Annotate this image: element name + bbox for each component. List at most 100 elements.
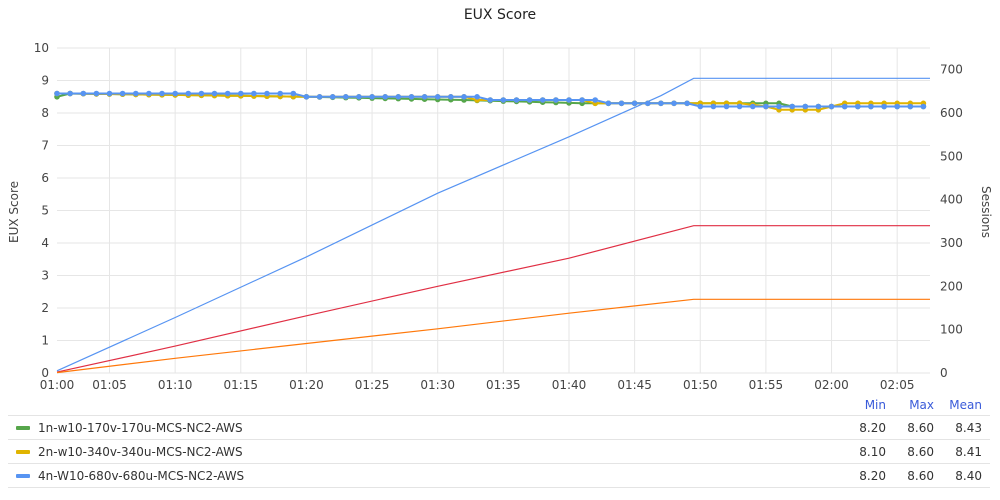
eux-data-point bbox=[290, 90, 297, 97]
eux-data-point bbox=[461, 94, 467, 100]
y2-tick-label: 200 bbox=[940, 279, 963, 293]
y2-tick-label: 700 bbox=[940, 63, 963, 77]
y2-axis-label: Sessions bbox=[979, 186, 993, 238]
x-tick-label: 01:40 bbox=[552, 378, 587, 392]
eux-data-point bbox=[500, 97, 507, 103]
eux-data-point bbox=[67, 90, 73, 97]
sessions-series-line[interactable] bbox=[56, 298, 930, 374]
x-tick-label: 01:35 bbox=[486, 378, 521, 392]
legend-series-name[interactable]: 1n-w10-170v-170u-MCS-NC2-AWS bbox=[38, 420, 243, 435]
eux-data-point bbox=[146, 90, 152, 97]
eux-data-point bbox=[224, 90, 231, 97]
eux-data-point bbox=[343, 94, 349, 100]
legend-row[interactable]: 2n-w10-340v-340u-MCS-NC2-AWS 8.10 8.60 8… bbox=[8, 439, 990, 463]
eux-data-point bbox=[815, 103, 822, 110]
y-tick-label: 0 bbox=[41, 366, 49, 380]
eux-data-point bbox=[382, 94, 389, 100]
legend-mean-value: 8.40 bbox=[955, 468, 982, 483]
chart-title: EUX Score bbox=[463, 7, 537, 23]
legend-swatch-icon bbox=[16, 425, 30, 430]
y2-tick-label: 400 bbox=[940, 193, 963, 207]
x-tick-label: 02:00 bbox=[814, 378, 849, 392]
eux-data-point bbox=[395, 94, 402, 100]
y-tick-label: 5 bbox=[41, 204, 49, 218]
legend-min-value: 8.20 bbox=[859, 468, 886, 483]
eux-data-point bbox=[868, 103, 874, 110]
legend-mean-value: 8.41 bbox=[955, 444, 982, 459]
legend-row[interactable]: 1n-w10-170v-170u-MCS-NC2-AWS 8.20 8.60 8… bbox=[8, 415, 990, 439]
y2-tick-label: 0 bbox=[940, 366, 948, 380]
y-tick-label: 8 bbox=[41, 106, 49, 120]
eux-data-point bbox=[133, 90, 139, 97]
eux-data-point bbox=[841, 103, 848, 110]
eux-data-point bbox=[553, 97, 559, 103]
eux-data-point bbox=[684, 100, 690, 107]
sessions-series-line[interactable] bbox=[56, 225, 930, 373]
eux-data-point bbox=[198, 90, 205, 97]
legend-header-min[interactable]: Min bbox=[864, 398, 886, 412]
y-tick-label: 2 bbox=[41, 301, 49, 315]
eux-data-point bbox=[251, 90, 257, 97]
eux-data-point bbox=[776, 103, 782, 110]
legend-min-value: 8.20 bbox=[859, 420, 886, 435]
eux-data-point bbox=[881, 103, 887, 110]
eux-data-point bbox=[592, 97, 598, 103]
legend-series-name[interactable]: 4n-W10-680v-680u-MCS-NC2-AWS bbox=[38, 468, 245, 483]
legend-min-value: 8.10 bbox=[859, 444, 886, 459]
eux-data-point bbox=[579, 97, 585, 103]
x-tick-label: 01:00 bbox=[40, 378, 75, 392]
eux-data-point bbox=[907, 103, 914, 110]
eux-data-point bbox=[631, 100, 638, 107]
eux-data-point bbox=[723, 103, 730, 110]
legend-max-value: 8.60 bbox=[907, 468, 934, 483]
eux-series[interactable] bbox=[54, 90, 927, 110]
x-tick-label: 01:45 bbox=[617, 378, 652, 392]
eux-data-point bbox=[316, 94, 323, 100]
x-tick-label: 01:20 bbox=[289, 378, 324, 392]
x-tick-label: 01:55 bbox=[749, 378, 784, 392]
legend-swatch-icon bbox=[16, 449, 30, 454]
eux-data-point bbox=[763, 103, 769, 110]
eux-data-point bbox=[828, 103, 835, 110]
eux-lines-layer bbox=[54, 90, 927, 113]
eux-data-point bbox=[264, 90, 270, 97]
legend-max-value: 8.60 bbox=[907, 420, 934, 435]
x-tick-label: 01:30 bbox=[420, 378, 455, 392]
eux-data-point bbox=[434, 94, 441, 100]
eux-data-point bbox=[658, 100, 664, 107]
eux-data-point bbox=[789, 103, 795, 110]
eux-data-point bbox=[277, 90, 284, 97]
eux-data-point bbox=[618, 100, 625, 107]
eux-data-point bbox=[421, 94, 428, 100]
eux-data-point bbox=[487, 97, 494, 103]
y-tick-label: 7 bbox=[41, 139, 49, 153]
eux-data-point bbox=[894, 103, 900, 110]
eux-data-point bbox=[159, 90, 165, 97]
y-axis-label: EUX Score bbox=[7, 181, 21, 243]
x-tick-label: 01:15 bbox=[223, 378, 258, 392]
eux-data-point bbox=[80, 90, 87, 97]
eux-data-point bbox=[185, 90, 192, 97]
legend-series-name[interactable]: 2n-w10-340v-340u-MCS-NC2-AWS bbox=[38, 444, 243, 459]
x-tick-label: 02:05 bbox=[880, 378, 915, 392]
x-tick-label: 01:05 bbox=[92, 378, 127, 392]
eux-data-point bbox=[645, 100, 651, 107]
eux-data-point bbox=[526, 97, 533, 103]
y-tick-label: 9 bbox=[41, 74, 49, 88]
legend-row[interactable]: 4n-W10-680v-680u-MCS-NC2-AWS 8.20 8.60 8… bbox=[8, 463, 990, 488]
legend-swatch-icon bbox=[16, 473, 30, 478]
eux-data-point bbox=[119, 90, 126, 97]
y-tick-label: 3 bbox=[41, 269, 49, 283]
eux-data-point bbox=[303, 94, 310, 100]
eux-data-point bbox=[93, 90, 100, 97]
legend-header-mean[interactable]: Mean bbox=[949, 398, 982, 412]
y2-tick-label: 500 bbox=[940, 149, 963, 163]
x-tick-label: 01:50 bbox=[683, 378, 718, 392]
eux-data-point bbox=[855, 103, 861, 110]
legend-header-max[interactable]: Max bbox=[909, 398, 934, 412]
legend-mean-value: 8.43 bbox=[955, 420, 982, 435]
eux-data-point bbox=[671, 100, 677, 107]
sessions-series-line[interactable] bbox=[56, 77, 930, 372]
eux-data-point bbox=[356, 94, 362, 100]
